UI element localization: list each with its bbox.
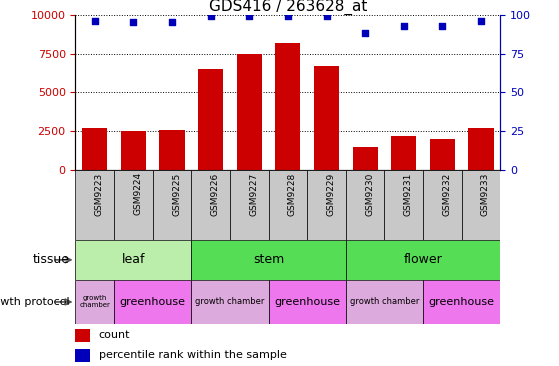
Bar [191, 280, 268, 324]
Text: GSM9228: GSM9228 [288, 172, 297, 216]
Text: GSM9233: GSM9233 [481, 172, 490, 216]
Text: GSM9225: GSM9225 [172, 172, 181, 216]
Bar [75, 349, 91, 362]
Bar [276, 43, 300, 170]
Text: growth
chamber: growth chamber [79, 295, 110, 309]
Bar [423, 170, 462, 240]
Text: tissue: tissue [33, 253, 70, 266]
Point [206, 13, 215, 19]
Bar [268, 170, 307, 240]
Bar [75, 280, 114, 324]
Bar [82, 128, 107, 170]
Bar [75, 329, 91, 341]
Bar [114, 170, 153, 240]
Text: flower: flower [404, 253, 442, 266]
Text: growth chamber: growth chamber [195, 298, 264, 306]
Text: GSM9232: GSM9232 [442, 172, 451, 216]
Point [168, 19, 177, 25]
Bar [121, 131, 146, 170]
Text: greenhouse: greenhouse [120, 297, 186, 307]
Point [245, 13, 254, 19]
Text: GSM9224: GSM9224 [134, 172, 143, 216]
Bar [114, 280, 191, 324]
Bar [346, 170, 385, 240]
Bar [198, 69, 223, 170]
Bar [346, 280, 423, 324]
Text: GSM9223: GSM9223 [95, 172, 104, 216]
Bar [191, 170, 230, 240]
Bar [385, 170, 423, 240]
Bar [236, 53, 262, 170]
Point [476, 18, 485, 24]
Text: leaf: leaf [122, 253, 145, 266]
Bar [353, 147, 378, 170]
Bar [75, 170, 114, 240]
Bar [153, 170, 191, 240]
Text: greenhouse: greenhouse [429, 297, 495, 307]
Text: growth chamber: growth chamber [350, 298, 419, 306]
Text: growth protocol: growth protocol [0, 297, 70, 307]
Bar [314, 66, 339, 170]
Text: GSM9231: GSM9231 [404, 172, 413, 216]
Text: stem: stem [253, 253, 284, 266]
Bar [268, 280, 346, 324]
Bar [191, 240, 346, 280]
Text: GSM9227: GSM9227 [249, 172, 258, 216]
Bar [423, 280, 500, 324]
Bar [230, 170, 268, 240]
Text: GSM9229: GSM9229 [326, 172, 335, 216]
Text: GSM9230: GSM9230 [365, 172, 374, 216]
Point [399, 23, 408, 29]
Bar [75, 240, 191, 280]
Bar [346, 240, 500, 280]
Point [129, 19, 138, 25]
Bar [462, 170, 500, 240]
Bar [430, 139, 455, 170]
Text: GSM9226: GSM9226 [211, 172, 220, 216]
Text: count: count [99, 330, 130, 340]
Title: GDS416 / 263628_at: GDS416 / 263628_at [209, 0, 367, 15]
Bar [159, 130, 184, 170]
Point [438, 23, 447, 29]
Point [361, 30, 369, 36]
Point [283, 13, 292, 19]
Point [322, 13, 331, 19]
Bar [391, 136, 416, 170]
Point [91, 18, 100, 24]
Bar [468, 128, 494, 170]
Text: percentile rank within the sample: percentile rank within the sample [99, 351, 287, 361]
Text: greenhouse: greenhouse [274, 297, 340, 307]
Bar [307, 170, 346, 240]
